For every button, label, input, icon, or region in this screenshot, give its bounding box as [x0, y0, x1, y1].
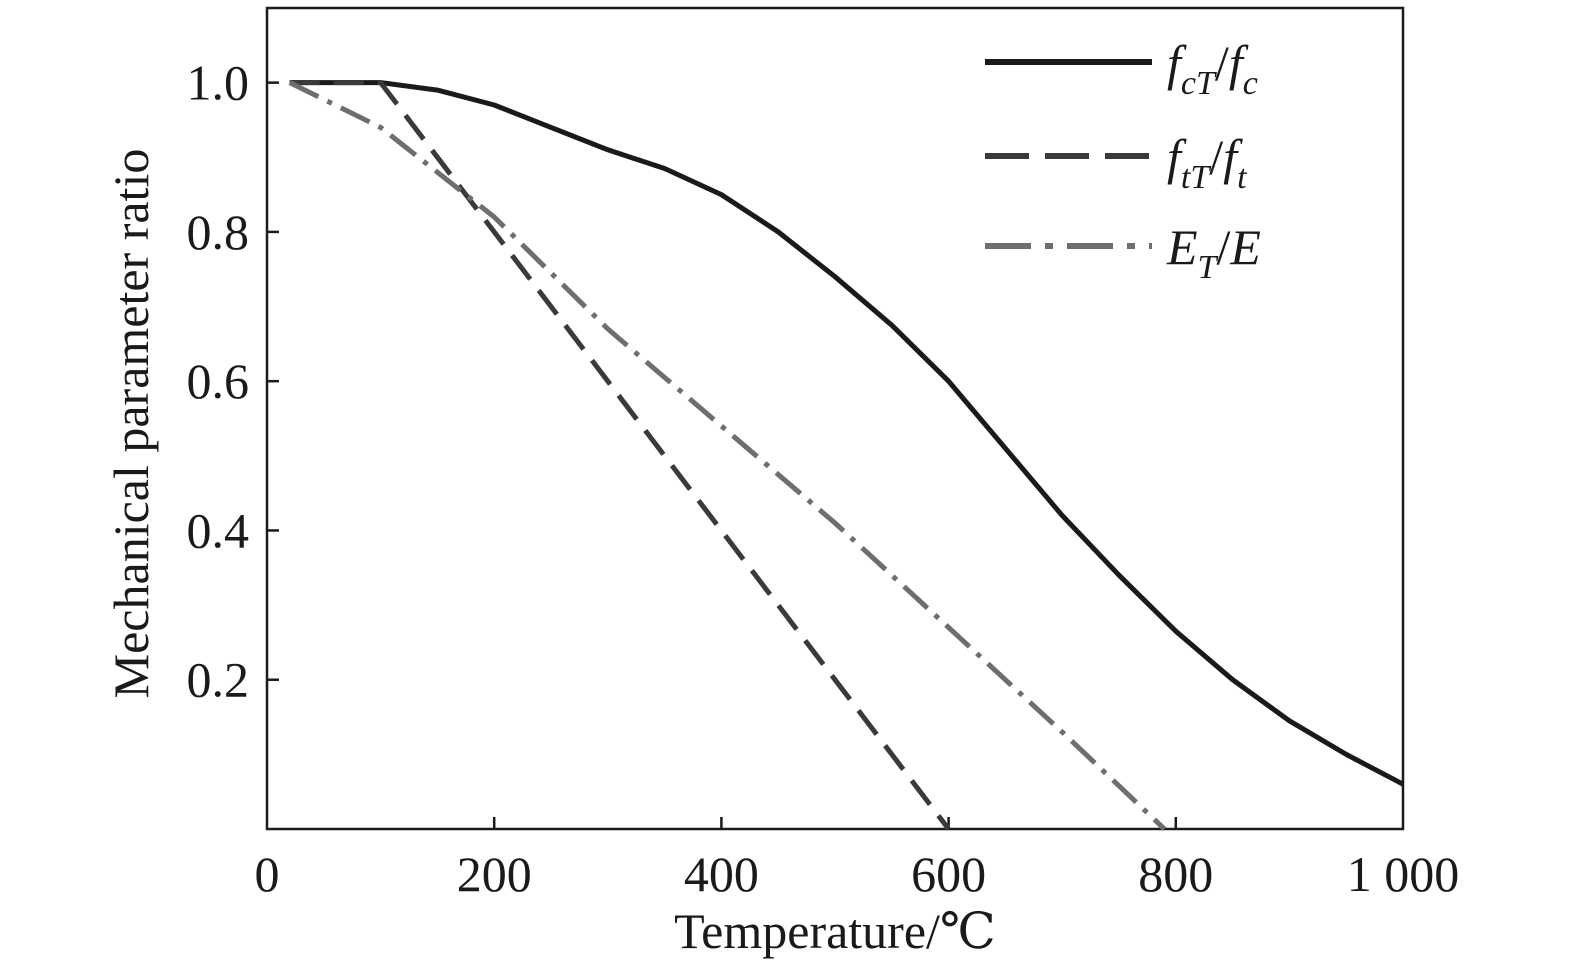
x-axis-title: Temperature/℃: [674, 903, 996, 959]
legend-part: c: [1243, 65, 1258, 102]
series-line-2: [288, 80, 1167, 831]
legend-label-2: ET/E: [1166, 219, 1261, 286]
x-tick-label: 600: [911, 846, 986, 902]
legend-part: T: [1198, 249, 1219, 286]
x-tick-label: 800: [1138, 846, 1213, 902]
legend-label-1: ftT/ft: [1167, 129, 1248, 196]
x-tick-label: 0: [255, 846, 280, 902]
series-line-1: [289, 80, 951, 831]
y-tick-label: 0.8: [187, 204, 250, 260]
series-line-0: [289, 80, 1405, 787]
y-tick-label: 1.0: [187, 55, 250, 111]
legend-part: t: [1237, 159, 1248, 196]
y-tick-label: 0.6: [187, 353, 250, 409]
y-axis-title: Mechanical parameter ratio: [103, 149, 159, 699]
legend-label-0: fcT/fc: [1167, 35, 1258, 102]
x-tick-label: 400: [684, 846, 759, 902]
series-layer: [288, 80, 1405, 831]
legend-part: E: [1229, 219, 1261, 275]
plot-frame: [265, 6, 1405, 831]
ticks: 0 200 400 600 800 1 000 0.2 0.4 0.6 0.8 1.0: [187, 55, 1460, 902]
x-tick-label: 1 000: [1347, 846, 1460, 902]
legend-part: /: [1216, 219, 1230, 275]
y-tick-label: 0.4: [187, 502, 250, 558]
legend-part: E: [1166, 219, 1198, 275]
legend-part: cT: [1181, 65, 1217, 102]
x-tick-label: 200: [457, 846, 532, 902]
y-tick-label: 0.2: [187, 652, 250, 708]
legend-part: /: [1215, 35, 1229, 91]
legend-part: /: [1209, 129, 1223, 185]
legend-part: tT: [1181, 159, 1211, 196]
